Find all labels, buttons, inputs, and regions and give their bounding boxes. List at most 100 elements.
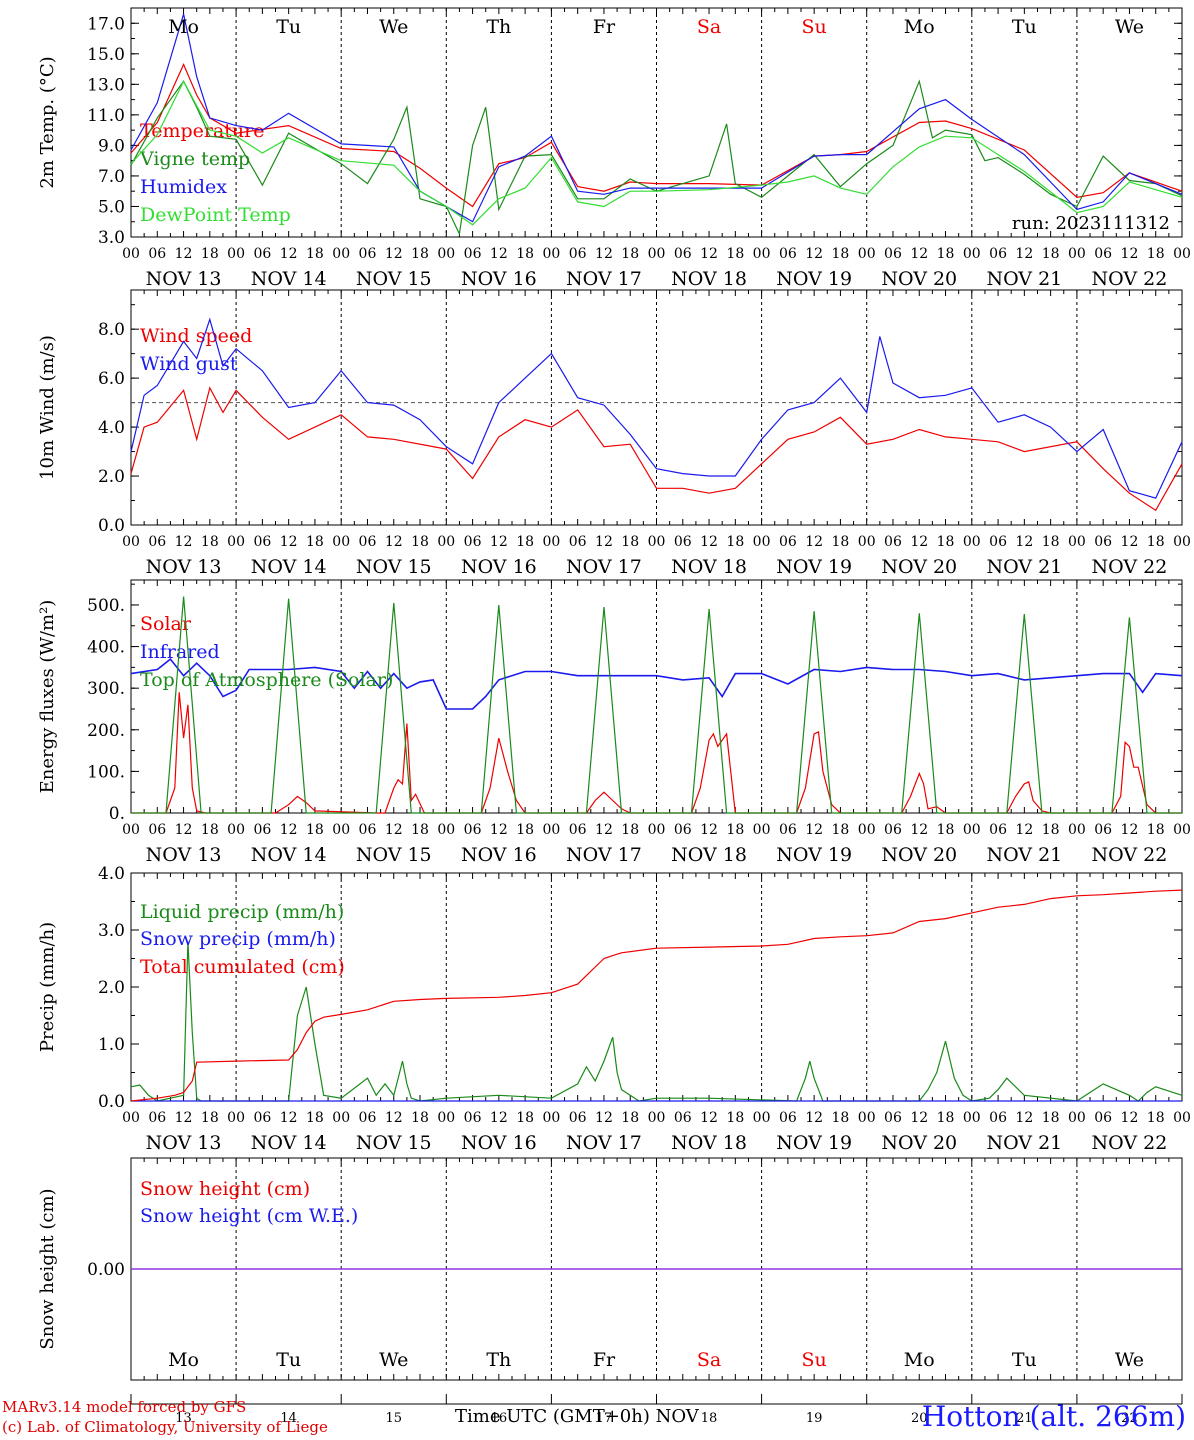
date-label: NOV 22: [1092, 1132, 1168, 1154]
hour-tick-label: 18: [516, 246, 534, 262]
y-axis-label: 10m Wind (m/s): [37, 335, 58, 480]
hour-tick-label: 18: [306, 534, 324, 550]
hour-tick-label: 00: [1173, 246, 1191, 262]
date-label: NOV 15: [356, 556, 432, 578]
hour-tick-label: 00: [1173, 1110, 1191, 1126]
legend-entry: Temperature: [140, 120, 264, 142]
y-tick-label: 3.0: [98, 228, 125, 248]
hour-tick-label: 06: [779, 534, 797, 550]
date-label: NOV 22: [1092, 556, 1168, 578]
hour-tick-label: 12: [595, 246, 613, 262]
hour-tick-label: 12: [490, 1110, 508, 1126]
hour-tick-label: 06: [884, 1110, 902, 1126]
hour-tick-label: 06: [569, 246, 587, 262]
y-tick-label: 300.: [87, 679, 125, 699]
model-credit: MARv3.14 model forced by GFS: [2, 1398, 247, 1416]
y-tick-label: 1.0: [98, 1035, 125, 1055]
hour-tick-label: 12: [1121, 822, 1139, 838]
hour-tick-label: 18: [201, 534, 219, 550]
hour-tick-label: 00: [122, 1110, 140, 1126]
day-name-label: Tu: [276, 16, 301, 38]
y-tick-label: 13.0: [87, 75, 125, 95]
legend-entry: Snow precip (mm/h): [140, 928, 336, 950]
day-number-label: 13: [175, 1411, 192, 1426]
hour-tick-label: 12: [490, 822, 508, 838]
hour-tick-label: 06: [674, 822, 692, 838]
hour-tick-label: 00: [1068, 1110, 1086, 1126]
y-tick-label: 7.0: [98, 167, 125, 187]
hour-tick-label: 12: [1015, 822, 1033, 838]
hour-tick-label: 18: [1147, 822, 1165, 838]
hour-tick-label: 06: [464, 822, 482, 838]
hour-tick-label: 00: [1068, 534, 1086, 550]
hour-tick-label: 00: [753, 534, 771, 550]
day-name-label: We: [1115, 16, 1144, 38]
hour-tick-label: 18: [411, 534, 429, 550]
hour-tick-label: 18: [726, 822, 744, 838]
legend-entry: Humidex: [140, 176, 227, 198]
day-name-label: Sa: [697, 1349, 721, 1371]
y-tick-label: 2.0: [98, 978, 125, 998]
series-line-dewpoint-temp: [130, 79, 1183, 226]
x-title-text: Time UTC (GMT+0h): [455, 1406, 650, 1427]
date-label: NOV 14: [251, 268, 327, 290]
hour-tick-label: 12: [1015, 534, 1033, 550]
date-label: NOV 17: [566, 1132, 642, 1154]
hour-tick-label: 18: [726, 534, 744, 550]
hour-tick-label: 18: [306, 822, 324, 838]
legend-entry: Snow height (cm W.E.): [140, 1205, 358, 1227]
hour-tick-label: 06: [989, 822, 1007, 838]
day-name-label: Mo: [904, 16, 935, 38]
hour-tick-label: 12: [1121, 534, 1139, 550]
day-name-label: We: [1115, 1349, 1144, 1371]
hour-tick-label: 06: [464, 534, 482, 550]
hour-tick-label: 12: [175, 246, 193, 262]
legend-entry: Total cumulated (cm): [140, 956, 345, 978]
hour-tick-label: 18: [832, 246, 850, 262]
hour-tick-label: 18: [1147, 246, 1165, 262]
hour-tick-label: 18: [937, 1110, 955, 1126]
y-axis-label: Precip (mm/h): [37, 922, 58, 1052]
hour-tick-label: 12: [280, 534, 298, 550]
date-label: NOV 13: [146, 1132, 222, 1154]
hour-tick-label: 12: [805, 534, 823, 550]
hour-tick-label: 12: [700, 822, 718, 838]
hour-tick-label: 18: [726, 246, 744, 262]
hour-tick-label: 06: [253, 1110, 271, 1126]
date-label: NOV 14: [251, 1132, 327, 1154]
hour-tick-label: 06: [884, 246, 902, 262]
day-number-label: 22: [1121, 1411, 1138, 1426]
hour-tick-label: 12: [595, 1110, 613, 1126]
hour-tick-label: 06: [148, 534, 166, 550]
series-line-temperature: [130, 63, 1183, 208]
y-tick-label: 15.0: [87, 45, 125, 65]
panel-temp: 3.0 5.0 7.0 9.0 11.0 13.0 15.0 17.0 2m Temp. (°C…: [37, 7, 1191, 290]
date-label: NOV 20: [881, 268, 957, 290]
hour-tick-label: 12: [805, 246, 823, 262]
hour-tick-label: 00: [963, 1110, 981, 1126]
y-tick-label: 500.: [87, 596, 125, 616]
hour-tick-label: 12: [175, 534, 193, 550]
hour-tick-label: 18: [937, 246, 955, 262]
hour-tick-label: 00: [858, 822, 876, 838]
hour-tick-label: 18: [726, 1110, 744, 1126]
hour-tick-label: 06: [148, 822, 166, 838]
y-tick-label: 17.0: [87, 14, 125, 34]
y-tick-label: 8.0: [98, 320, 125, 340]
y-tick-label: 5.0: [98, 197, 125, 217]
hour-tick-label: 18: [516, 822, 534, 838]
hour-tick-label: 06: [989, 534, 1007, 550]
legend-entry: Solar: [140, 613, 192, 635]
date-label: NOV 17: [566, 556, 642, 578]
date-label: NOV 14: [251, 844, 327, 866]
hour-tick-label: 00: [1173, 822, 1191, 838]
legend-entry: Vigne temp: [139, 148, 250, 170]
hour-tick-label: 06: [569, 1110, 587, 1126]
legend-entry: Snow height (cm): [140, 1178, 310, 1200]
hour-tick-label: 12: [280, 246, 298, 262]
hour-tick-label: 06: [359, 1110, 377, 1126]
day-name-label: Tu: [276, 1349, 301, 1371]
hour-tick-label: 00: [648, 246, 666, 262]
hour-tick-label: 06: [884, 534, 902, 550]
